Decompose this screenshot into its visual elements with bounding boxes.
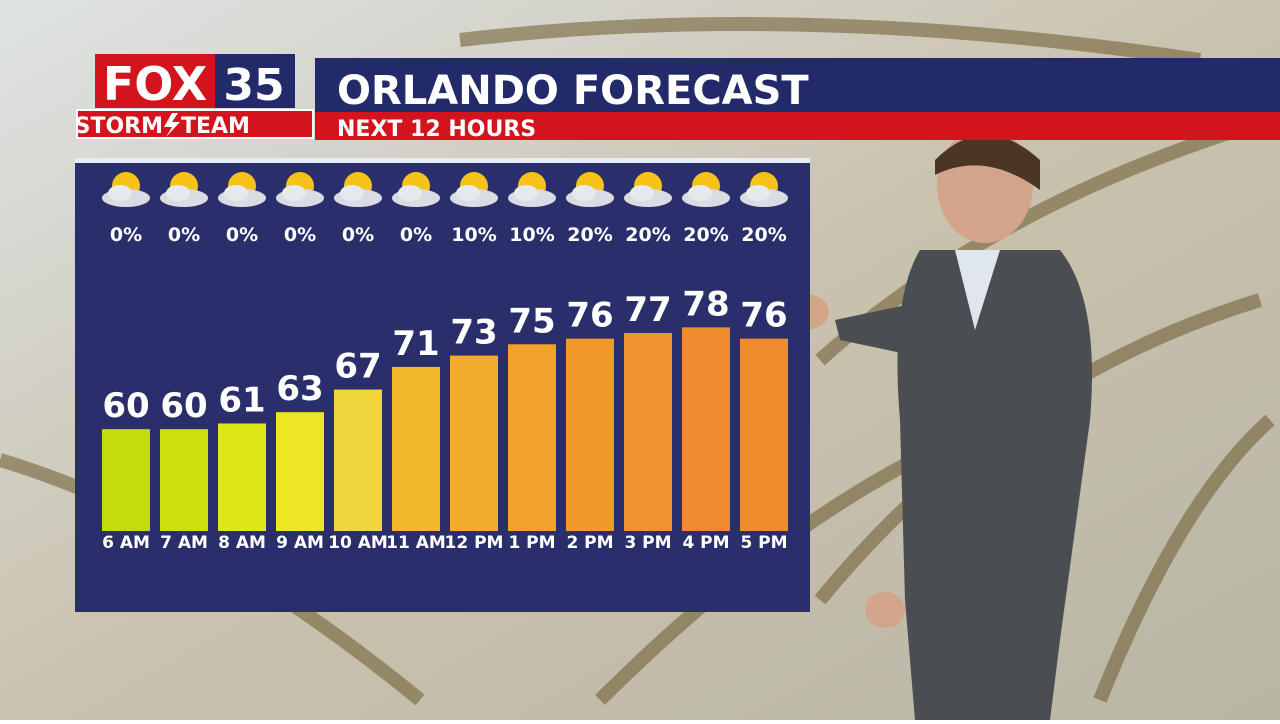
bar [450,355,498,531]
bar [740,338,788,531]
cloud-top [456,185,480,201]
value-label: 67 [334,347,381,387]
value-label: 60 [102,386,149,426]
team-box [76,109,314,139]
value-label: 77 [624,290,671,330]
value-label: 73 [450,313,497,353]
value-label: 71 [392,324,439,364]
cloud-top [282,185,306,201]
weather-icon [624,172,672,207]
value-label: 61 [218,381,265,421]
bar [160,429,208,531]
weather-icon [160,172,208,207]
cloud-top [166,185,190,201]
value-label: 76 [740,296,787,336]
weather-icon [740,172,788,207]
precip-label: 0% [342,224,374,246]
x-tick-label: 11 AM [386,533,446,553]
logo-station: FOX [103,57,207,111]
weather-icon [334,172,382,207]
value-label: 60 [160,386,207,426]
precip-label: 0% [284,224,316,246]
x-tick-label: 7 AM [160,533,208,553]
value-label: 78 [682,284,729,324]
x-tick-label: 10 AM [328,533,388,553]
bar [218,423,266,531]
subtitle-bar [315,112,1280,140]
weather-icon [102,172,150,207]
cloud-top [688,185,712,201]
bar [392,366,440,531]
cloud-top [224,185,248,201]
weather-icon [276,172,324,207]
x-tick-label: 5 PM [740,533,787,553]
weather-icon [508,172,556,207]
panel-rule [75,158,810,163]
x-tick-label: 6 AM [102,533,150,553]
weather-icon [218,172,266,207]
team-left: STORM [75,114,163,139]
cloud-top [108,185,132,201]
x-tick-label: 3 PM [624,533,671,553]
bar [682,327,730,531]
precip-label: 0% [110,224,142,246]
cloud-top [398,185,422,201]
x-tick-label: 8 AM [218,533,266,553]
cloud-top [630,185,654,201]
weather-icon [450,172,498,207]
precip-label: 20% [567,224,612,246]
chart-title: ORLANDO FORECAST [337,68,809,114]
precip-label: 0% [168,224,200,246]
precip-label: 0% [226,224,258,246]
chart-marks: 0% 6 AM 60 0% 7 AM 60 0% 8 AM 61 0% 9 AM 63 0% 10 AM 6… [102,172,788,553]
weather-icon [682,172,730,207]
weather-icon [566,172,614,207]
bar [624,332,672,531]
x-tick-label: 4 PM [682,533,729,553]
cloud-top [340,185,364,201]
cloud-top [514,185,538,201]
logo-channel: 35 [223,60,284,111]
logo-number-box [215,54,295,108]
presenter [781,127,1092,720]
precip-label: 10% [509,224,554,246]
precip-label: 20% [683,224,728,246]
bar [334,389,382,531]
precip-label: 20% [741,224,786,246]
value-label: 75 [508,301,555,341]
bar [508,344,556,531]
team-right: TEAM [181,114,250,139]
x-tick-label: 2 PM [566,533,613,553]
cloud-top [746,185,770,201]
chart-subtitle: NEXT 12 HOURS [337,117,536,142]
title-bar [315,58,1280,112]
logo-box [95,54,215,108]
precip-label: 0% [400,224,432,246]
precip-label: 20% [625,224,670,246]
bar [566,338,614,531]
value-label: 76 [566,296,613,336]
bar [102,429,150,531]
x-tick-label: 1 PM [508,533,555,553]
bolt-icon [164,113,180,137]
x-tick-label: 9 AM [276,533,324,553]
value-label: 63 [276,369,323,409]
cloud-top [572,185,596,201]
x-tick-label: 12 PM [445,533,504,553]
precip-label: 10% [451,224,496,246]
weather-icon [392,172,440,207]
bar [276,412,324,531]
